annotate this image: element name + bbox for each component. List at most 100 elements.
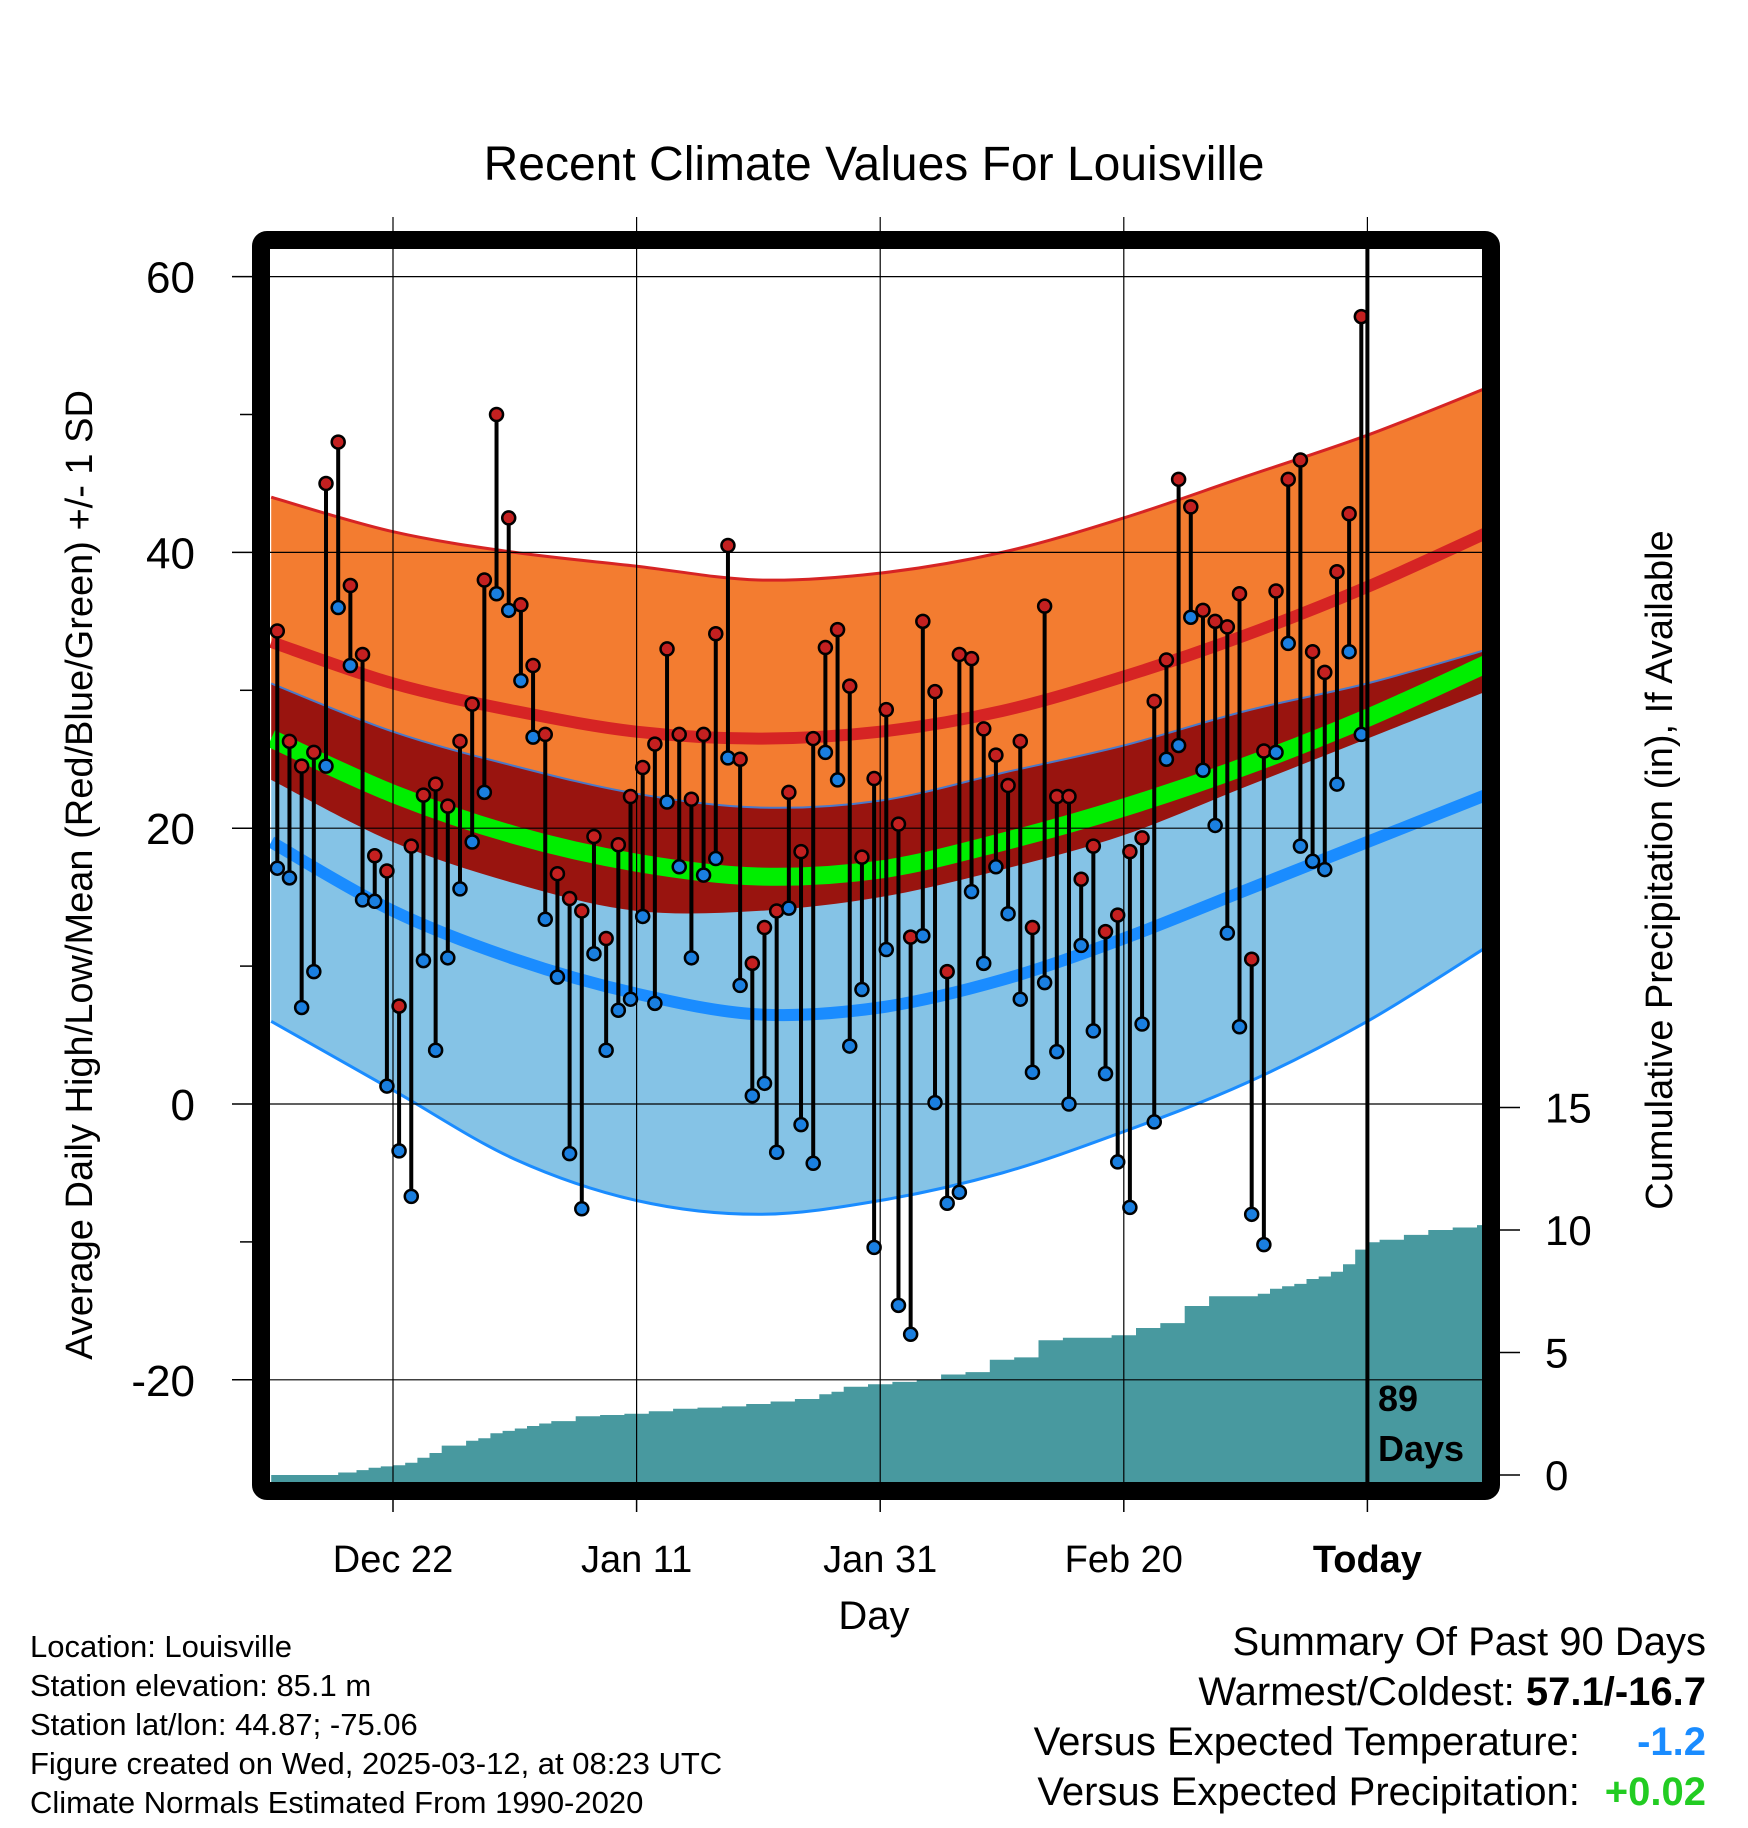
info-normals: Climate Normals Estimated From 1990-2020 [30,1785,644,1820]
daily-low-point [293,999,310,1016]
daily-low-point [1134,1016,1150,1032]
daily-high-point [1292,452,1309,468]
plot-frame [252,231,1500,1500]
daily-low-point [500,602,517,619]
daily-high-point [975,721,992,737]
x-tick-label: Today [1313,1539,1422,1581]
daily-low-point [440,950,456,966]
daily-low-point [1304,853,1321,870]
daily-low-point [1231,1019,1248,1035]
daily-low-point [634,908,651,925]
daily-high-point [1073,871,1089,887]
daily-low-point [586,945,602,962]
daily-high-point [1036,598,1053,614]
daily-low-point [902,1326,919,1343]
daily-high-point [1158,652,1175,668]
info-elevation: Station elevation: 85.1 m [30,1668,372,1703]
y-tick-label: 0 [171,1081,195,1130]
summary-temperature: Versus Expected Temperature: -1.2 [1034,1720,1706,1765]
daily-low-point [318,758,334,774]
daily-low-point [915,928,931,944]
daily-high-point [342,577,359,594]
daily-high-point [1000,777,1016,794]
daily-low-point [1317,861,1333,878]
daily-low-point [805,1155,821,1172]
daily-low-point [1024,1064,1041,1081]
daily-high-point [354,646,371,663]
daily-high-point [1256,743,1272,759]
daily-low-point [561,1145,578,1162]
daily-low-point [379,1078,395,1094]
temp-vs-expected-label: Versus Expected Temperature: [1033,1720,1580,1764]
y-tick-label: 60 [146,254,195,303]
daily-low-point [1183,609,1199,625]
daily-low-point [793,1116,809,1133]
daily-high-point [1122,843,1138,860]
x-tick-label: Feb 20 [1065,1539,1183,1581]
daily-high-point [1097,923,1114,940]
daily-high-point [683,791,700,807]
daily-high-point [464,696,480,712]
daily-low-point [574,1201,590,1217]
y-tick-label: 20 [146,805,195,854]
daily-high-point [817,639,834,656]
daily-low-point [1061,1096,1077,1112]
daily-low-point [975,955,992,972]
x-tick-label: Jan 31 [823,1539,937,1581]
daily-low-point [1122,1199,1138,1216]
daily-high-point [427,776,444,792]
daily-high-point [318,475,334,492]
daily-low-point [622,991,639,1007]
daily-high-point [902,929,919,945]
daily-low-point [513,672,529,689]
daily-high-point [537,726,553,743]
daily-low-point [269,860,286,876]
info-created: Figure created on Wed, 2025-03-12, at 08… [30,1746,723,1781]
daily-low-point [549,969,566,985]
y2-tick-label: 15 [1545,1085,1592,1132]
info-location: Location: Louisville [30,1629,292,1664]
daily-high-point [1317,664,1333,681]
today-days-count: 89 [1378,1378,1418,1419]
daily-low-point [659,794,675,810]
daily-high-point [708,626,724,642]
daily-low-point [391,1143,407,1159]
daily-low-point [427,1042,444,1058]
daily-low-point [525,729,541,745]
temp-vs-expected-value: -1.2 [1637,1720,1706,1764]
daily-high-point [756,919,773,936]
daily-high-point [306,744,322,761]
daily-high-point [1012,733,1029,750]
daily-high-point [781,784,797,801]
daily-low-point [1146,1114,1162,1130]
daily-high-point [939,963,955,980]
daily-low-point [366,893,383,910]
daily-high-point [829,621,846,638]
daily-high-point [330,434,346,450]
daily-high-point [440,798,456,814]
daily-high-point [793,843,809,860]
precip-vs-expected-value: +0.02 [1604,1770,1706,1814]
summary-title: Summary Of Past 90 Days [1232,1620,1706,1664]
daily-low-point [744,1087,761,1104]
precipitation-area [271,1225,1484,1484]
x-tick-label: Dec 22 [333,1539,453,1581]
daily-low-point [476,784,493,801]
daily-low-point [854,981,870,998]
daily-low-point [1158,751,1175,767]
daily-high-point [1329,563,1345,580]
daily-low-point [354,892,371,908]
daily-low-point [1280,635,1296,652]
daily-low-point [403,1188,420,1205]
daily-high-point [634,759,651,776]
daily-low-point [1207,817,1223,834]
daily-low-point [817,744,834,761]
daily-high-point [768,903,785,919]
daily-low-point [306,963,322,980]
precip-vs-expected-label: Versus Expected Precipitation: [1037,1770,1580,1814]
daily-high-point [1304,643,1321,660]
daily-high-point [695,726,712,743]
daily-low-point [1341,643,1357,660]
daily-low-point [488,586,505,602]
daily-high-point [915,613,931,630]
